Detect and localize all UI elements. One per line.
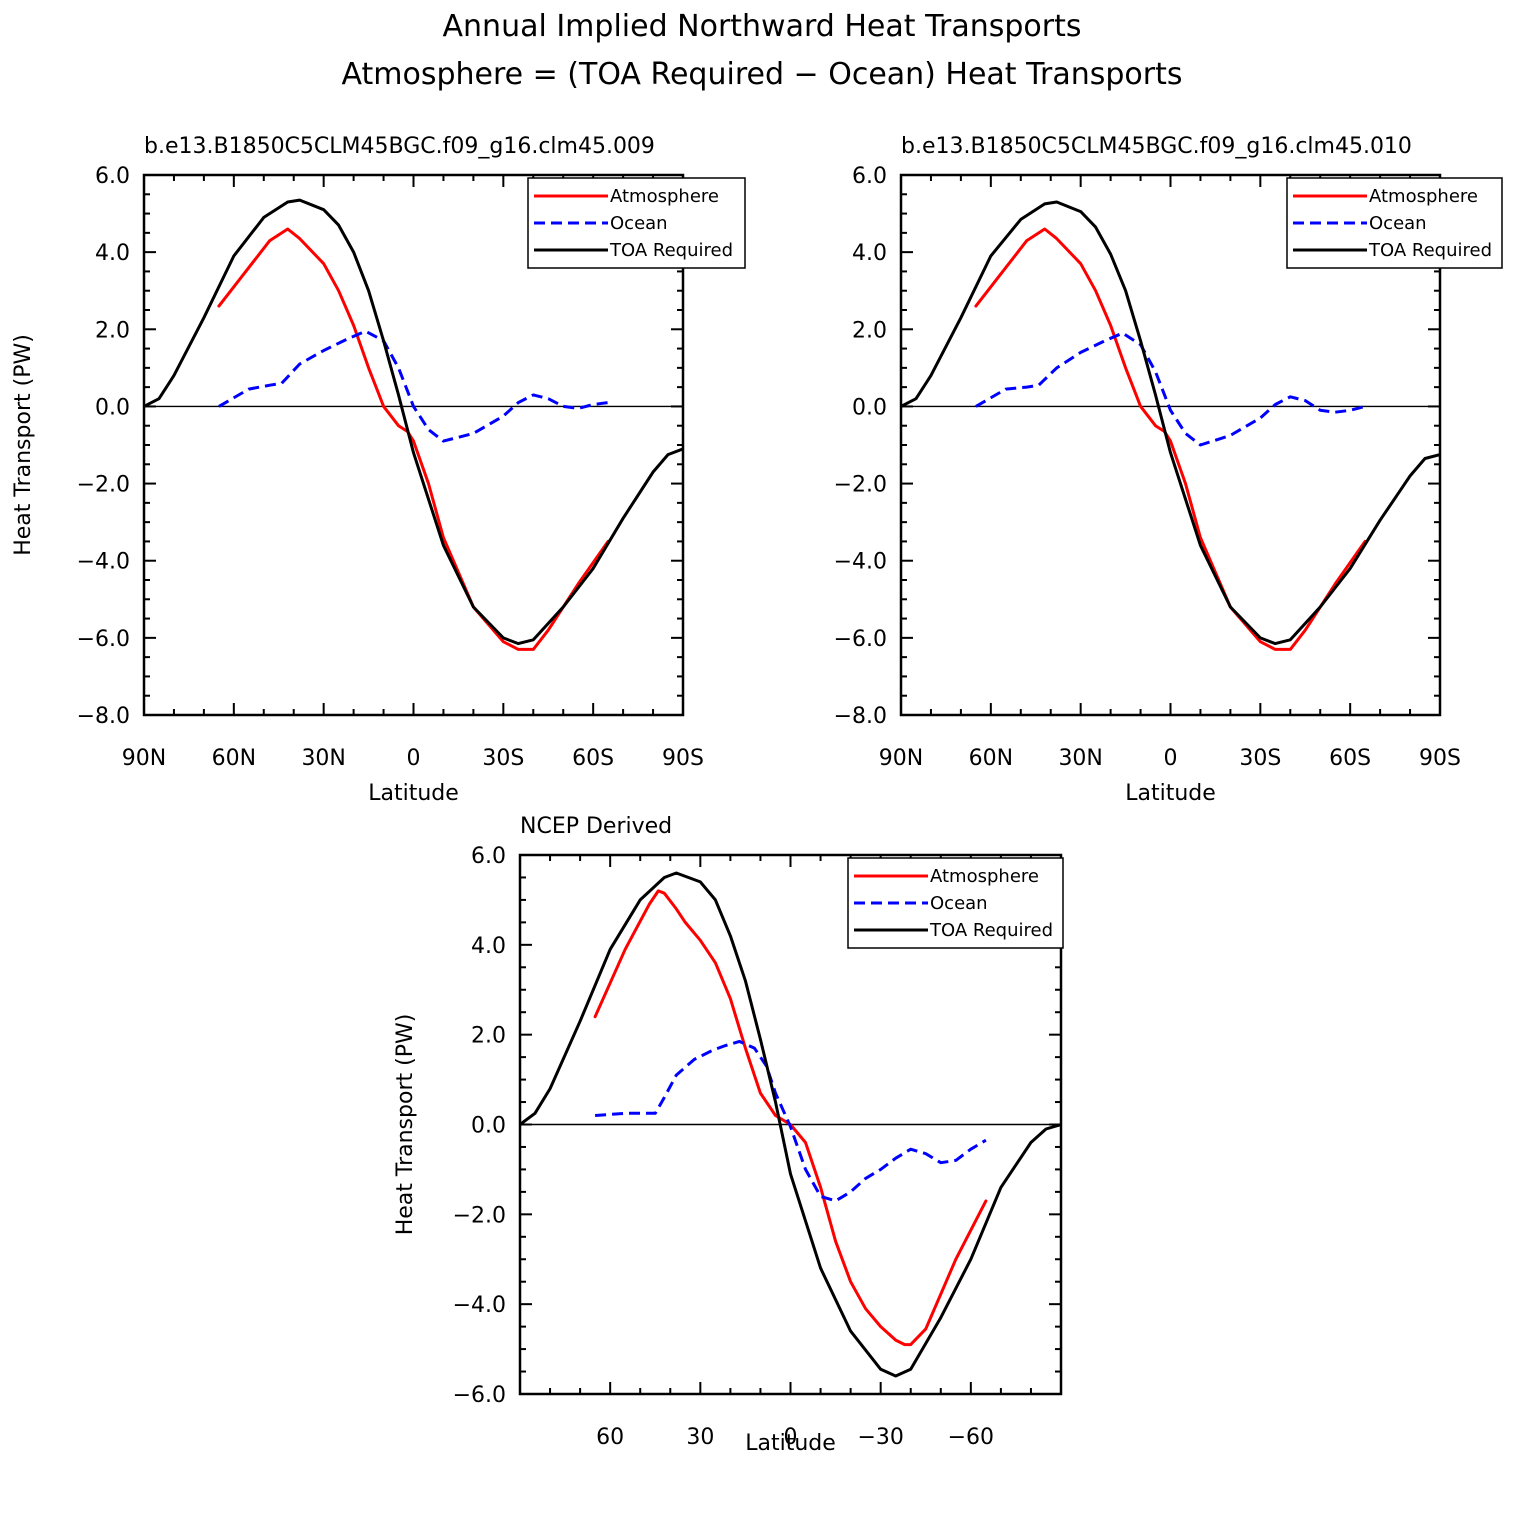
y-tick-label: −4.0	[453, 1293, 506, 1318]
x-tick-label: 90N	[122, 746, 166, 771]
legend: Atmosphere Ocean TOA Required	[1286, 177, 1503, 269]
y-tick-label: −4.0	[77, 550, 130, 575]
y-tick-label: −8.0	[834, 704, 887, 729]
legend-label: TOA Required	[609, 240, 733, 261]
y-axis-label: Heat Transport (PW)	[11, 334, 36, 556]
series-ocean-line	[218, 329, 609, 443]
y-tick-label: 6.0	[852, 164, 887, 189]
x-tick-label: 0	[784, 1425, 798, 1450]
panel-title: b.e13.B1850C5CLM45BGC.f09_g16.clm45.010	[901, 134, 1412, 159]
x-tick-label: 90S	[1419, 746, 1461, 771]
x-tick-label: 60N	[212, 746, 256, 771]
y-tick-label: 0.0	[471, 1114, 506, 1139]
figure-title-line2: Atmosphere = (TOA Required − Ocean) Heat…	[341, 57, 1182, 92]
series-ocean-line	[594, 1039, 987, 1203]
panel-title: NCEP Derived	[520, 814, 672, 839]
panel-clm45-009: b.e13.B1850C5CLM45BGC.f09_g16.clm45.009 9…	[11, 134, 746, 806]
y-tick-label: 6.0	[471, 844, 506, 869]
x-tick-label: 60N	[969, 746, 1013, 771]
series-ocean-line	[975, 331, 1366, 447]
legend: Atmosphere Ocean TOA Required	[527, 177, 746, 269]
x-tick-label: 30N	[301, 746, 345, 771]
y-tick-label: −6.0	[77, 627, 130, 652]
x-tick-label: 30S	[1239, 746, 1281, 771]
y-tick-label: 2.0	[95, 318, 130, 343]
x-tick-label: 90S	[662, 746, 704, 771]
legend-label: TOA Required	[929, 920, 1053, 941]
series-toa-required-line	[901, 200, 1440, 646]
x-axis-label: Latitude	[1125, 781, 1216, 806]
y-tick-label: −2.0	[77, 473, 130, 498]
y-tick-label: 4.0	[852, 241, 887, 266]
y-tick-label: −2.0	[453, 1203, 506, 1228]
x-axis-label: Latitude	[745, 1431, 836, 1456]
series-atmosphere-line	[593, 889, 988, 1347]
x-tick-label: −30	[857, 1425, 903, 1450]
legend-label: Ocean	[610, 213, 668, 234]
y-tick-label: 4.0	[471, 934, 506, 959]
series-toa-required-line	[520, 871, 1061, 1378]
figure-title-line1: Annual Implied Northward Heat Transports	[443, 9, 1082, 44]
x-tick-label: 90N	[879, 746, 923, 771]
legend-label: Atmosphere	[610, 186, 719, 207]
y-axis-label: Heat Transport (PW)	[393, 1014, 418, 1236]
y-tick-label: 0.0	[852, 395, 887, 420]
x-tick-label: 60S	[1329, 746, 1371, 771]
y-tick-label: −6.0	[834, 627, 887, 652]
x-tick-label: 60S	[572, 746, 614, 771]
x-axis-label: Latitude	[368, 781, 459, 806]
x-tick-label: 30N	[1058, 746, 1102, 771]
panel-ncep-derived: NCEP Derived 60 30 0 −30 −60 −6.0 −4.0 −2.0 0.0 2.…	[393, 814, 1064, 1456]
y-tick-label: 2.0	[852, 318, 887, 343]
legend-label: TOA Required	[1368, 240, 1492, 261]
y-tick-label: −8.0	[77, 704, 130, 729]
series-toa-required-line	[144, 198, 683, 646]
legend-label: Ocean	[930, 893, 988, 914]
y-tick-label: −4.0	[834, 550, 887, 575]
legend-label: Atmosphere	[1369, 186, 1478, 207]
series-atmosphere-line	[217, 227, 610, 651]
y-tick-label: 2.0	[471, 1024, 506, 1049]
x-tick-label: 0	[407, 746, 421, 771]
y-tick-label: 4.0	[95, 241, 130, 266]
series-atmosphere-line	[974, 227, 1367, 651]
y-tick-label: 6.0	[95, 164, 130, 189]
y-tick-label: −6.0	[453, 1383, 506, 1408]
x-tick-label: −60	[948, 1425, 994, 1450]
legend-label: Ocean	[1369, 213, 1427, 234]
y-tick-label: 0.0	[95, 395, 130, 420]
y-tick-label: −2.0	[834, 473, 887, 498]
x-tick-label: 30S	[482, 746, 524, 771]
legend-label: Atmosphere	[930, 866, 1039, 887]
panel-clm45-010: b.e13.B1850C5CLM45BGC.f09_g16.clm45.010 9…	[834, 134, 1503, 806]
x-tick-label: 0	[1164, 746, 1178, 771]
x-tick-label: 60	[596, 1425, 624, 1450]
panel-title: b.e13.B1850C5CLM45BGC.f09_g16.clm45.009	[144, 134, 655, 159]
legend: Atmosphere Ocean TOA Required	[847, 857, 1064, 949]
x-tick-label: 30	[686, 1425, 714, 1450]
